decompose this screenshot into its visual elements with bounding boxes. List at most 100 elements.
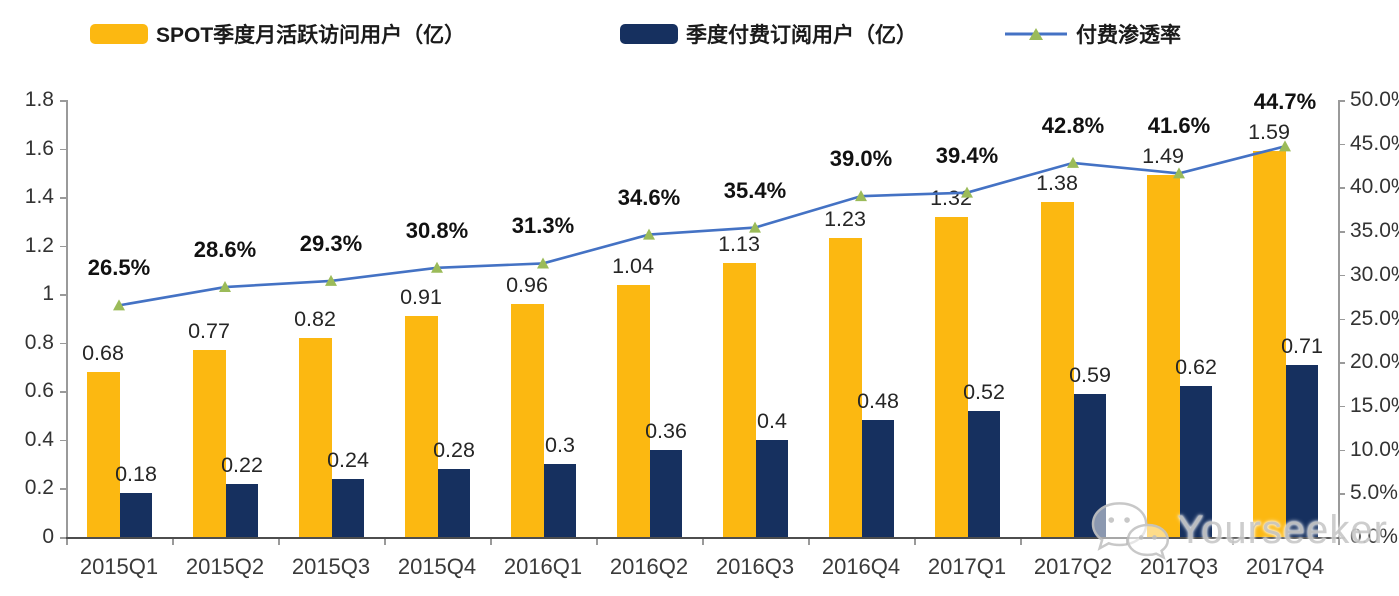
x-axis-label: 2016Q4 <box>821 554 901 579</box>
right-axis-tick <box>1339 274 1345 277</box>
right-axis-tick <box>1339 143 1345 146</box>
bar-mau[interactable] <box>299 337 332 537</box>
line-marker[interactable] <box>1067 156 1079 168</box>
right-axis-tick-label: 50.0% <box>1350 88 1399 111</box>
penetration-value-label: 30.8% <box>405 217 469 243</box>
right-axis-tick <box>1339 405 1345 408</box>
bar-value-label-subscribers: 0.48 <box>857 389 899 414</box>
penetration-value-label: 39.4% <box>935 142 999 168</box>
line-marker[interactable] <box>1279 140 1291 152</box>
right-axis-line <box>1338 100 1340 537</box>
bar-mau[interactable] <box>193 350 226 537</box>
penetration-line-layer <box>113 140 1291 311</box>
x-axis-tick <box>384 539 386 545</box>
bar-subscribers[interactable] <box>544 464 576 537</box>
bar-mau[interactable] <box>1147 175 1180 537</box>
bar-value-label-subscribers: 0.24 <box>327 447 369 472</box>
right-axis-tick <box>1339 493 1345 495</box>
legend-label-subscribers: 季度付费订阅用户（亿） <box>686 24 917 47</box>
x-axis-label: 2015Q3 <box>291 554 371 579</box>
right-axis-tick <box>1339 362 1345 364</box>
left-axis-tick <box>60 294 66 296</box>
right-axis-tick <box>1339 537 1345 539</box>
x-axis-label: 2017Q3 <box>1139 554 1219 579</box>
line-marker[interactable] <box>537 257 549 269</box>
legend-item-subscribers[interactable]: 季度付费订阅用户（亿） <box>620 22 917 47</box>
line-marker[interactable] <box>431 261 443 273</box>
right-axis-tick-label: 5.0% <box>1350 481 1398 505</box>
x-axis-tick <box>702 539 704 545</box>
line-marker[interactable] <box>1173 167 1185 179</box>
line-marker[interactable] <box>325 274 337 286</box>
legend-item-penetration[interactable]: 付费渗透率 <box>1005 22 1181 47</box>
legend-swatch-subscribers <box>620 24 678 44</box>
bar-mau[interactable] <box>617 284 650 537</box>
right-axis-tick <box>1339 100 1345 102</box>
left-axis-tick-label: 0.6 <box>24 379 54 403</box>
bar-mau[interactable] <box>405 316 438 537</box>
bar-mau[interactable] <box>511 303 544 537</box>
left-axis-tick-label: 1.8 <box>24 88 54 111</box>
bar-mau[interactable] <box>1041 201 1074 537</box>
left-axis-tick-label: 0.4 <box>24 427 54 451</box>
x-axis-label: 2017Q4 <box>1245 554 1325 579</box>
left-axis-tick <box>60 439 66 442</box>
x-axis-label: 2016Q1 <box>503 554 583 579</box>
bar-value-label-mau: 1.49 <box>1142 144 1184 169</box>
right-axis-tick-label: 40.0% <box>1350 175 1399 199</box>
line-marker[interactable] <box>961 186 973 198</box>
penetration-value-label: 41.6% <box>1147 113 1211 139</box>
bar-subscribers[interactable] <box>120 493 152 537</box>
bar-subscribers[interactable] <box>1286 364 1318 537</box>
line-marker[interactable] <box>855 190 867 202</box>
bar-mau[interactable] <box>87 371 120 537</box>
right-axis-tick-label: 35.0% <box>1350 219 1399 243</box>
right-axis-tick-label: 0.0% <box>1350 525 1398 548</box>
x-axis-label: 2016Q3 <box>715 554 795 579</box>
bar-subscribers[interactable] <box>862 420 894 537</box>
legend-swatch-mau <box>90 24 148 44</box>
bar-mau[interactable] <box>829 238 862 537</box>
x-axis-tick <box>1126 539 1128 545</box>
left-axis-tick <box>60 391 66 393</box>
left-axis-tick-label: 1.6 <box>24 136 54 160</box>
line-marker[interactable] <box>643 228 655 240</box>
legend-item-mau[interactable]: SPOT季度月活跃访问用户（亿） <box>90 22 466 47</box>
bar-value-label-mau: 1.04 <box>612 253 654 278</box>
penetration-value-label: 44.7% <box>1253 88 1317 114</box>
bar-value-label-subscribers: 0.71 <box>1281 333 1323 358</box>
bar-subscribers[interactable] <box>968 410 1000 537</box>
bar-subscribers[interactable] <box>756 439 788 537</box>
right-axis-tick-label: 10.0% <box>1350 437 1399 461</box>
bar-mau[interactable] <box>723 262 756 537</box>
penetration-value-label: 42.8% <box>1041 112 1105 138</box>
bar-value-label-subscribers: 0.4 <box>757 408 787 433</box>
bar-value-label-mau: 1.38 <box>1036 170 1078 195</box>
x-axis-label: 2017Q2 <box>1033 554 1113 579</box>
left-axis-line <box>66 100 68 537</box>
right-axis-tick-label: 20.0% <box>1350 350 1399 374</box>
line-marker[interactable] <box>219 281 231 293</box>
bar-mau[interactable] <box>935 216 968 537</box>
bar-value-label-subscribers: 0.36 <box>645 418 687 443</box>
right-axis-tick <box>1339 449 1345 452</box>
line-marker[interactable] <box>113 299 125 311</box>
bar-value-label-subscribers: 0.22 <box>221 452 263 477</box>
left-axis-tick-label: 1 <box>42 282 54 306</box>
bar-subscribers[interactable] <box>332 478 364 537</box>
line-marker[interactable] <box>749 221 761 233</box>
left-axis-tick <box>60 342 66 345</box>
right-axis-tick <box>1339 187 1345 189</box>
x-axis-label: 2017Q1 <box>927 554 1007 579</box>
bar-subscribers[interactable] <box>1180 386 1212 537</box>
bar-subscribers[interactable] <box>438 469 470 537</box>
left-axis-tick <box>60 488 66 490</box>
bar-subscribers[interactable] <box>650 449 682 537</box>
bar-subscribers[interactable] <box>226 483 258 537</box>
left-axis-tick-label: 1.2 <box>24 233 54 257</box>
legend-label-mau: SPOT季度月活跃访问用户（亿） <box>156 24 466 47</box>
bar-mau[interactable] <box>1253 150 1286 537</box>
penetration-value-label: 29.3% <box>299 230 363 256</box>
bar-value-label-mau: 1.13 <box>718 231 760 256</box>
